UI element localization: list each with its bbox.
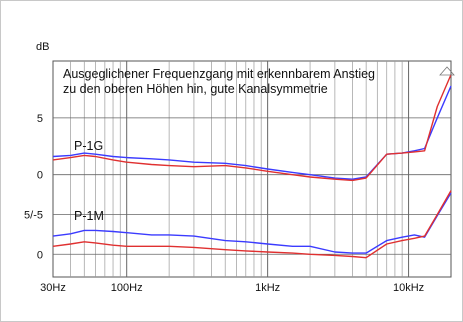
y-axis-label: dB	[36, 41, 49, 53]
series-line-p1m-blue	[52, 192, 452, 254]
triangle-marker-icon	[439, 66, 455, 76]
x-tick-label: 10kHz	[393, 282, 424, 294]
x-tick-label: 30Hz	[40, 282, 66, 294]
y-tick-label: 5	[37, 113, 43, 125]
x-tick-label: 100Hz	[111, 282, 143, 294]
x-tick-label: 1kHz	[255, 282, 280, 294]
plot-border	[52, 60, 452, 278]
y-tick-label: 0	[37, 249, 43, 261]
series-lines	[52, 74, 452, 259]
series-line-p1m-red	[52, 190, 452, 259]
annotation-line-1: Ausgeglichener Frequenzgang mit erkennba…	[63, 67, 375, 81]
group-label-p1m: P-1M	[74, 209, 104, 223]
group-label-p1g: P-1G	[74, 139, 103, 153]
y-tick-label: 5/-5	[24, 209, 43, 221]
grid	[52, 60, 452, 278]
annotation-line-2: zu den oberen Höhen hin, gute Kanalsymme…	[63, 82, 328, 96]
y-tick-label: 0	[37, 170, 43, 182]
tick-labels: 5 0 5/-5 0 30Hz 100Hz 1kHz 10kHz	[24, 113, 424, 294]
series-line-p1g-red	[52, 74, 452, 182]
